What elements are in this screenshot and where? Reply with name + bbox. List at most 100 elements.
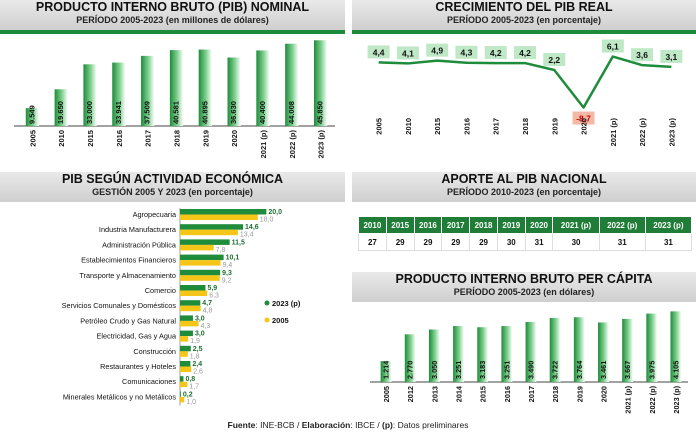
bar-percapita-2023 (p) <box>670 311 682 382</box>
growth-value-label: 4,2 <box>490 48 502 58</box>
bar-value-label: 3.251 <box>502 361 511 379</box>
bar-2005 <box>180 275 220 281</box>
bar-2005 <box>180 396 185 403</box>
actividad-header: PIB SEGÚN ACTIVIDAD ECONÓMICA GESTIÓN 20… <box>0 172 345 202</box>
percapita-title: PRODUCTO INTERNO BRUTO PER CÁPITA <box>395 272 653 286</box>
value-label-2005: 1,0 <box>186 399 196 406</box>
value-label-2005: 9,2 <box>222 277 232 284</box>
bar-percapita-2019 <box>573 317 585 382</box>
growth-label-box <box>631 48 654 62</box>
x-tick-label: 2013 <box>430 386 439 402</box>
x-tick-label: 2020 <box>230 130 239 147</box>
bar-percapita-2016 <box>501 326 513 382</box>
bar-2023 <box>180 345 191 352</box>
x-tick-label: 2022 (p) <box>638 118 647 147</box>
bar-value-label: 40.400 <box>258 101 267 124</box>
x-tick-label: 2023 (p) <box>317 130 326 159</box>
x-tick-label: 2019 <box>201 130 210 147</box>
pib-nominal-title: PRODUCTO INTERNO BRUTO (PIB) NOMINAL <box>35 0 310 14</box>
growth-value-label: 4,1 <box>402 48 414 58</box>
value-label-2023: 3,0 <box>195 315 205 322</box>
growth-label-box <box>455 45 478 59</box>
x-tick-label: 2015 <box>479 386 488 402</box>
bar-2005 <box>180 260 221 266</box>
bar-2023 <box>180 376 184 382</box>
growth-label-box <box>484 46 507 60</box>
bar-nominal-2021 (p) <box>256 50 270 126</box>
actividad-panel: PIB SEGÚN ACTIVIDAD ECONÓMICA GESTIÓN 20… <box>0 172 345 418</box>
bar-nominal-2018 <box>169 50 184 126</box>
aporte-value-row: 27 29 29 29 29 30 31 30 31 31 <box>358 233 693 251</box>
x-tick-label: 2018 <box>551 386 560 402</box>
bar-value-label: 3.667 <box>623 361 632 379</box>
category-label: Transporte y Almacenamiento <box>79 271 176 280</box>
category-label: Comunicaciones <box>122 377 176 386</box>
elaboracion-text: : IBCE / <box>350 420 383 430</box>
percapita-panel: PRODUCTO INTERNO BRUTO PER CÁPITA PERÍOD… <box>352 272 696 418</box>
aporte-year-cell: 2018 <box>469 216 498 234</box>
category-label: Industria Manufacturera <box>99 225 177 234</box>
value-label-2023: 10,1 <box>226 255 240 262</box>
aporte-year-cell: 2023 (p) <box>644 216 693 234</box>
bar-2023 <box>180 209 267 215</box>
elaboracion-label: Elaboración <box>301 420 351 430</box>
category-label: Servicios Comunales y Domésticos <box>62 301 177 310</box>
legend-label-2005: 2005 <box>272 316 289 325</box>
growth-value-label: 2,2 <box>548 55 560 65</box>
value-label-2005: 1,9 <box>190 338 200 345</box>
crecimiento-subtitle: PERÍODO 2005-2023 (en porcentaje) <box>446 15 602 25</box>
aporte-year-cell: 2022 (p) <box>598 216 646 234</box>
bar-value-label: 33.941 <box>114 101 123 124</box>
bar-value-label: 40.895 <box>200 101 209 124</box>
category-label: Comercio <box>145 286 176 295</box>
x-tick-label: 2012 <box>406 386 415 402</box>
aporte-table: 2010 2015 2016 2017 2018 2019 2020 2021 (p) 2022… <box>358 216 693 251</box>
value-label-2023: 3,0 <box>195 331 205 338</box>
value-label-2005: 4,3 <box>201 323 211 330</box>
legend-marker-2023 <box>264 300 270 306</box>
bar-2023 <box>180 254 224 261</box>
value-label-2023: 9,3 <box>222 270 232 277</box>
x-tick-label: 2005 <box>28 130 37 147</box>
growth-label-box <box>601 39 624 53</box>
bar-value-label: 1.214 <box>382 360 391 379</box>
bar-2023 <box>180 300 201 306</box>
crecimiento-panel: CRECIMIENTO DEL PIB REAL PERÍODO 2005-20… <box>352 0 696 165</box>
bar-2023 <box>180 285 206 291</box>
value-label-2023: 14,6 <box>245 224 259 231</box>
value-label-2005: 6,3 <box>209 293 219 300</box>
growth-label-box <box>396 46 419 60</box>
aporte-year-cell: 2020 <box>524 216 554 234</box>
growth-value-label: 6,1 <box>607 42 619 52</box>
category-label: Construcción <box>133 347 176 356</box>
growth-label-box <box>660 49 683 63</box>
bar-2023 <box>180 269 221 276</box>
bar-nominal-2010 <box>54 89 68 126</box>
legend-label-2023: 2023 (p) <box>272 299 301 308</box>
value-label-2023: 11,5 <box>232 239 245 246</box>
bar-percapita-2022 (p) <box>646 313 658 382</box>
x-tick-label: 2016 <box>462 118 471 135</box>
bar-value-label: 3.461 <box>599 361 608 379</box>
x-tick-label: 2015 <box>86 130 95 147</box>
crecimiento-underline <box>352 30 696 34</box>
bar-2023 <box>180 330 193 337</box>
aporte-title: APORTE AL PIB NACIONAL <box>441 172 607 186</box>
value-label-2023: 0,2 <box>183 391 193 398</box>
value-label-2005: 9,4 <box>223 262 233 269</box>
bar-nominal-2015 <box>83 64 97 126</box>
aporte-value-cell: 30 <box>496 233 526 251</box>
category-label: Administración Pública <box>102 240 177 249</box>
aporte-year-cell: 2017 <box>441 216 471 234</box>
bar-2023 <box>180 361 191 367</box>
bar-value-label: 4.105 <box>671 361 680 379</box>
category-label: Agropecuaria <box>133 210 177 219</box>
preliminar-label: (p) <box>382 420 393 430</box>
value-label-2023: 2,5 <box>193 346 203 353</box>
value-label-2005: 18,0 <box>260 217 274 224</box>
bar-nominal-2017 <box>141 55 155 126</box>
bar-2005 <box>180 320 199 327</box>
bar-2005 <box>180 366 192 372</box>
value-label-2023: 20,0 <box>268 209 282 216</box>
aporte-year-cell: 2019 <box>496 216 526 234</box>
